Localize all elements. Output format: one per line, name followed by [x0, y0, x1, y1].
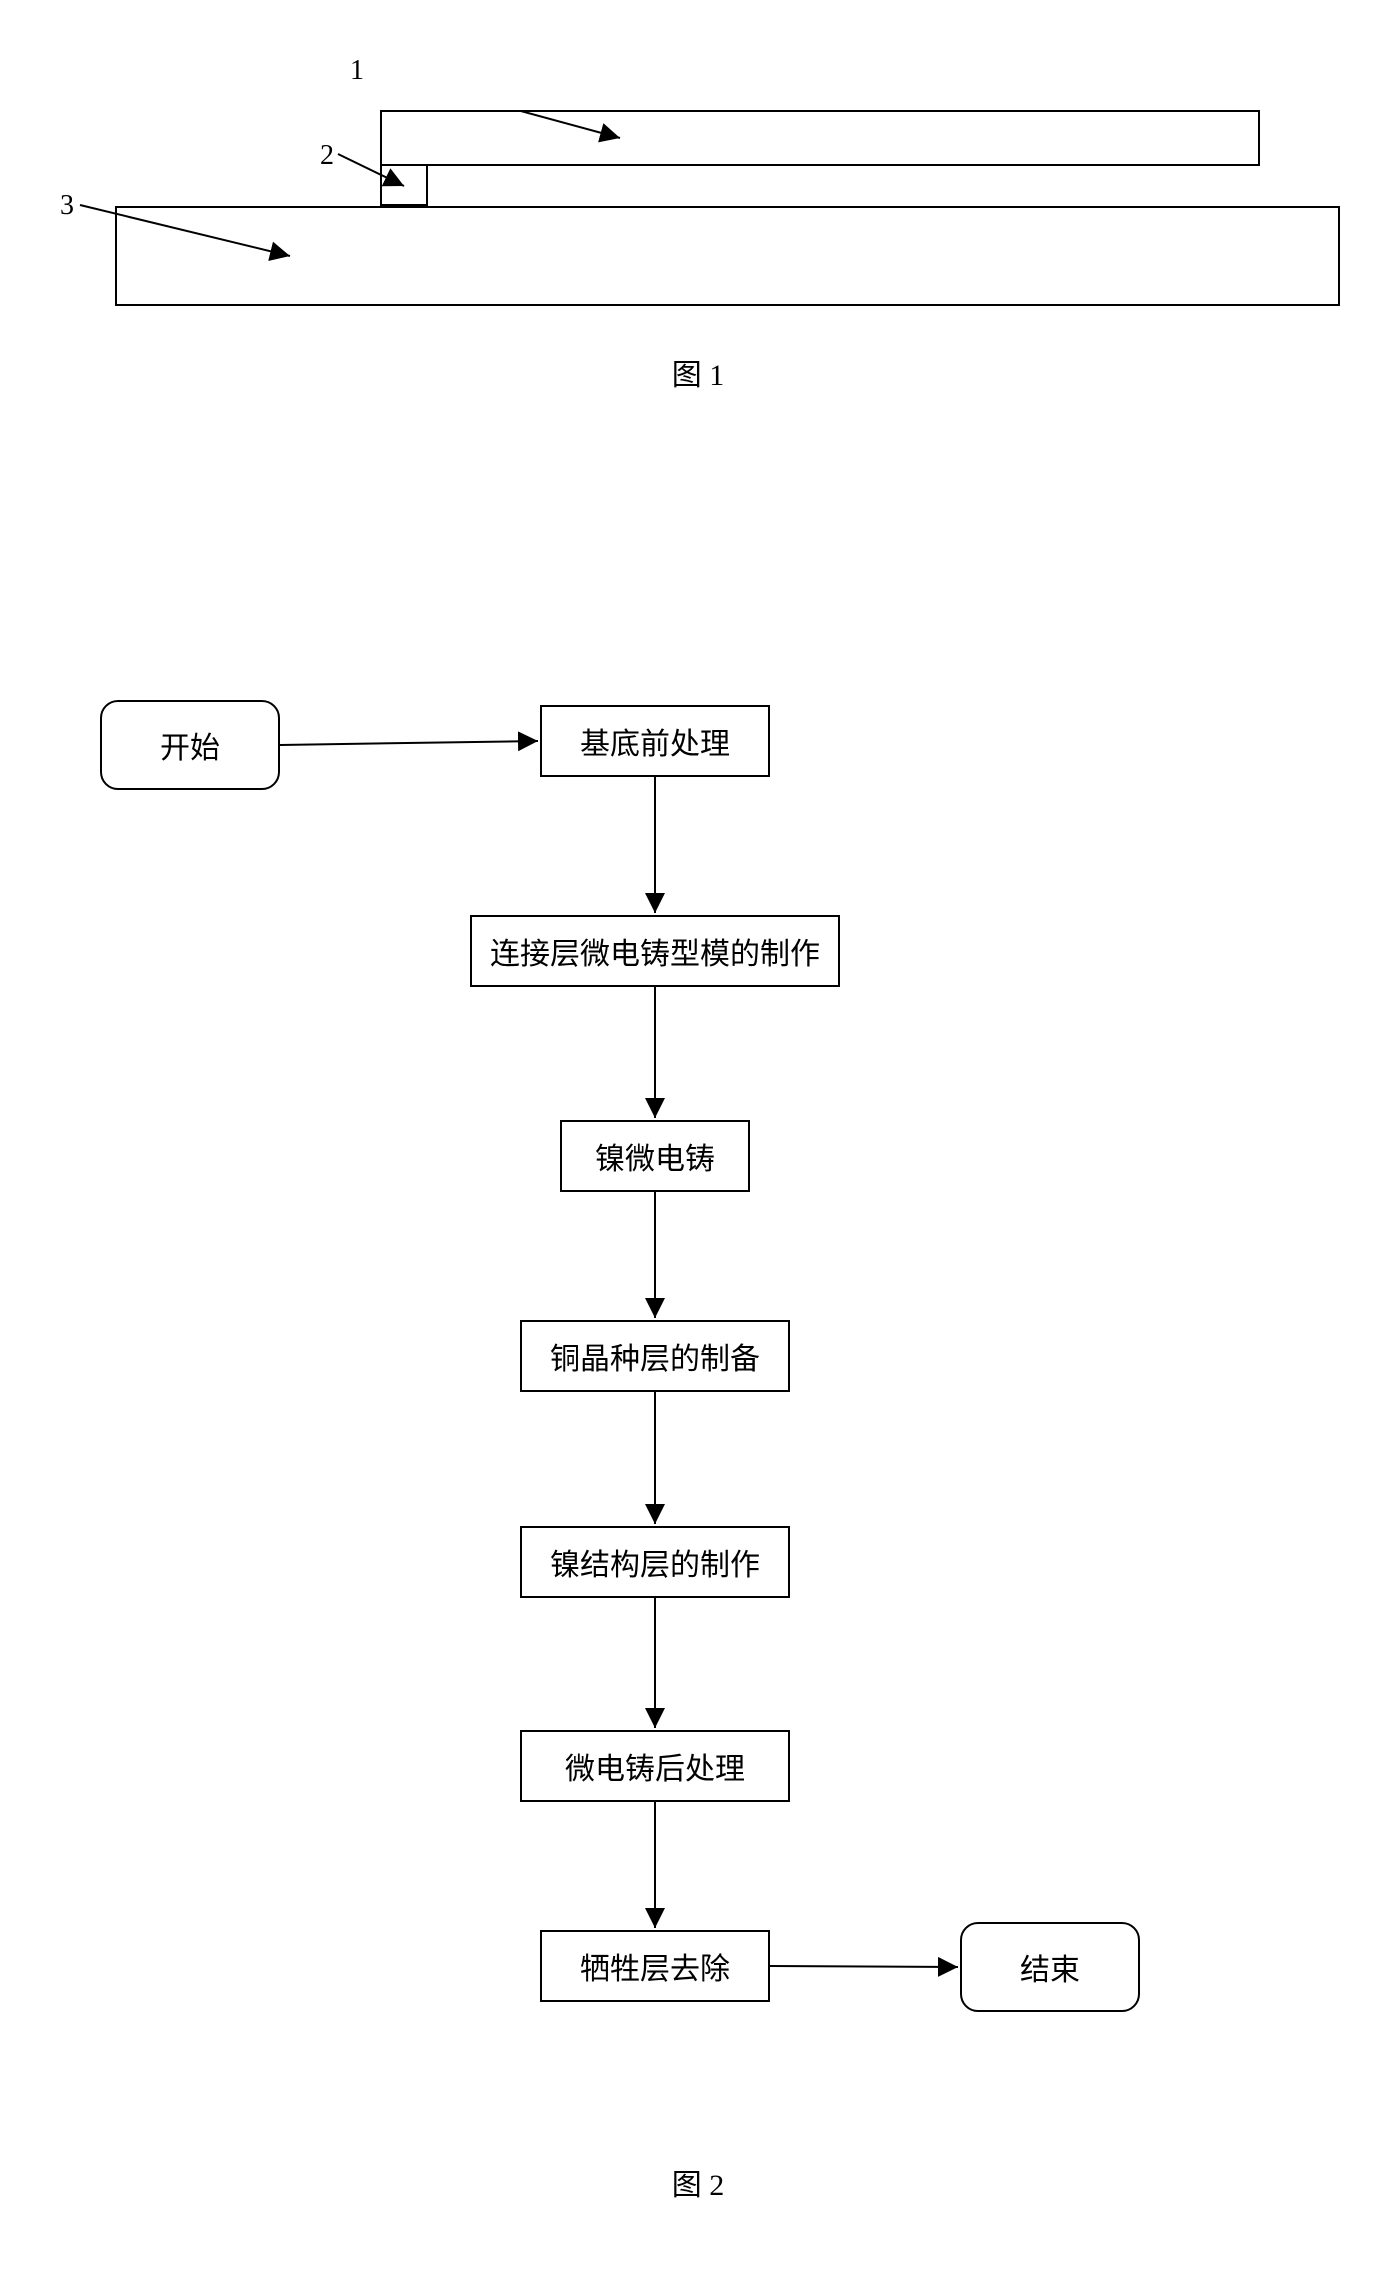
- layer-2: [380, 166, 428, 206]
- layer-1: [380, 110, 1260, 166]
- flowchart-start: 开始: [100, 700, 280, 790]
- flowchart-step2: 连接层微电铸型模的制作: [470, 915, 840, 987]
- start-label: 开始: [160, 723, 220, 767]
- flowchart-step3: 镍微电铸: [560, 1120, 750, 1192]
- fig2-caption: 图 2: [100, 2160, 1296, 2204]
- flowchart-step7: 牺牲层去除: [540, 1930, 770, 2002]
- flowchart-step4: 铜晶种层的制备: [520, 1320, 790, 1392]
- step6-label: 微电铸后处理: [565, 1744, 745, 1788]
- flowchart-step1: 基底前处理: [540, 705, 770, 777]
- label-1: 1: [350, 55, 364, 87]
- step5-label: 镍结构层的制作: [550, 1540, 760, 1584]
- figure-1: 1 2 3 图 1: [0, 30, 1396, 410]
- flowchart-step5: 镍结构层的制作: [520, 1526, 790, 1598]
- step1-label: 基底前处理: [580, 719, 730, 763]
- figure-2: 开始 基底前处理 连接层微电铸型模的制作 镍微电铸 铜晶种层的制备 镍结构层的制…: [100, 700, 1296, 2270]
- flowchart-end: 结束: [960, 1922, 1140, 2012]
- fig2-arrows: [100, 700, 1296, 2100]
- label-3: 3: [60, 190, 74, 222]
- fig1-caption: 图 1: [0, 350, 1396, 394]
- step3-label: 镍微电铸: [595, 1134, 715, 1178]
- layer-diagram: 1 2 3: [60, 110, 1340, 330]
- label-2: 2: [320, 140, 334, 172]
- flowchart-step6: 微电铸后处理: [520, 1730, 790, 1802]
- step2-label: 连接层微电铸型模的制作: [490, 929, 820, 973]
- layer-3: [115, 206, 1340, 306]
- step7-label: 牺牲层去除: [580, 1944, 730, 1988]
- end-label: 结束: [1020, 1945, 1080, 1989]
- step4-label: 铜晶种层的制备: [550, 1334, 760, 1378]
